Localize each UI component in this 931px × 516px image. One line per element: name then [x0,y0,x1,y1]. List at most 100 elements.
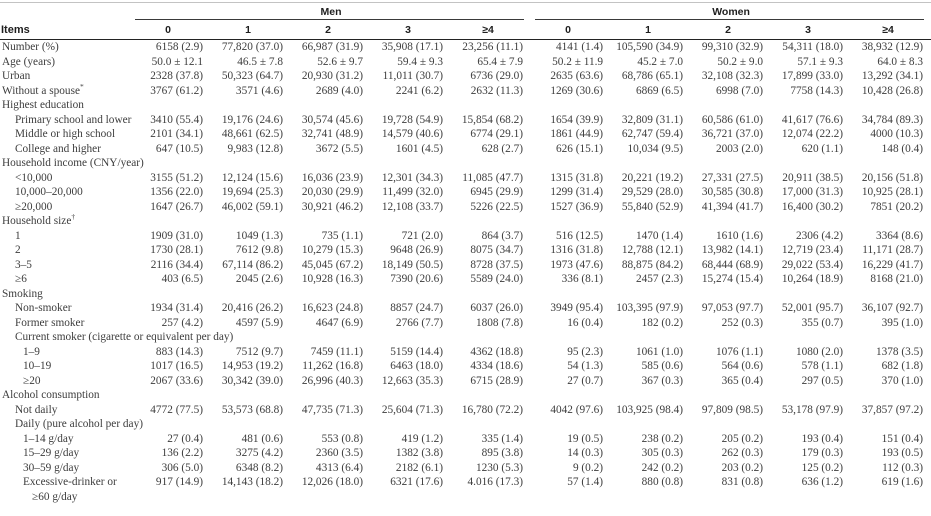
table-cell: 41,394 (41.7) [701,200,764,213]
row-label: Former smoker [15,316,85,329]
table-cell: 516 (12.5) [555,229,604,242]
table-cell: 1861 (44.9) [550,128,604,140]
table-row: Without a spouse* 3767 (61.2) 3571 (4.6) 26… [0,82,931,99]
table-cell: 50.2 ± 9.0 [717,55,764,68]
table-cell: 864 (3.7) [481,229,524,242]
table-cell: 68,444 (68.9) [701,258,764,271]
table-cell: 16,229 (41.7) [861,258,924,271]
table-cell: 1316 (31.8) [550,244,604,256]
group-header-row: Men Women [0,3,931,20]
table-cell: 481 (0.6) [241,432,283,445]
table-cell: 45,045 (67.2) [301,258,363,271]
table-cell: 12,124 (15.6) [221,171,283,184]
table-cell: 16 (0.4) [567,316,604,329]
table-cell: 647 (10.5) [155,142,203,155]
table-cell: 619 (1.6) [881,476,924,488]
column-header-men-0: 0 [131,20,211,40]
table-cell: 38,932 (12.9) [861,41,924,53]
table-cell: 12,663 (35.3) [381,374,443,387]
table-cell: 2306 (4.2) [795,229,844,242]
table-cell: 6037 (26.0) [470,302,524,314]
table-cell: 7612 (9.8) [235,244,283,256]
table-cell: 17,899 (33.0) [781,70,844,82]
table-cell: 6321 (17.6) [390,476,443,488]
table-cell: 59.4 ± 9.3 [397,55,443,68]
table-cell: 77,820 (37.0) [221,41,283,53]
table-cell: 20,930 (31.2) [301,70,363,82]
table-cell: 14 (0.3) [567,447,604,459]
table-cell: 1061 (1.0) [635,345,684,358]
table-cell: 15,274 (15.4) [701,273,764,285]
row-label: 1–9 [23,345,40,358]
row-label: 1–14 g/day [23,432,74,445]
table-cell: 1909 (31.0) [150,229,203,242]
table-cell: 895 (3.8) [481,447,524,459]
column-header-women-3: 3 [771,20,852,40]
row-label: Not daily [15,403,58,416]
table-cell: 57.1 ± 9.3 [797,55,844,68]
table-cell: 721 (2.0) [401,229,443,242]
table-cell: 29,022 (53.4) [781,258,844,271]
table-cell: 917 (14.9) [155,476,203,488]
table-cell: 47,735 (71.3) [301,403,363,416]
table-row: Middle or high school 2101 (34.1) 48,661 (… [0,127,931,142]
table-row: 1–9 883 (14.3) 7512 (9.7) 7459 (11.1) 5159 (… [0,345,931,360]
table-cell: 7390 (20.6) [390,273,443,285]
table-cell: 27,331 (27.5) [701,171,764,184]
table-cell: 36,107 (92.7) [861,302,924,314]
table-cell: 628 (2.7) [481,142,524,155]
table-cell: 355 (0.7) [801,316,844,329]
table-row: Number (%) 6158 (2.9) 77,820 (37.0) 66,987 … [0,40,931,55]
table-cell: 626 (15.1) [555,142,604,155]
table-cell: 3949 (95.4) [550,302,604,314]
table-cell: 2689 (4.0) [315,84,363,97]
table-cell: 55,840 (52.9) [621,200,684,213]
table-cell: 27 (0.7) [567,374,604,387]
table-cell: 1269 (30.6) [550,84,604,97]
table-row: Primary school and lower 3410 (55.4) 19,17… [0,113,931,128]
table-cell: 831 (0.8) [721,476,764,488]
table-cell: 3571 (4.6) [235,84,283,97]
table-cell: 8168 (21.0) [870,273,924,285]
row-label: Middle or high school [15,128,116,140]
table-cell: 16,623 (24.8) [301,302,363,314]
table-cell: 9,983 (12.8) [227,142,283,155]
table-cell: 12,719 (23.4) [781,244,844,256]
table-cell: 36,721 (37.0) [701,128,764,140]
row-label: ≥20,000 [15,200,53,213]
table-row: 10–19 1017 (16.5) 14,953 (19.2) 11,262 (16.… [0,359,931,374]
table-cell: 257 (4.2) [161,316,203,329]
table-cell: 45.2 ± 7.0 [637,55,684,68]
table-row: 10,000–20,000 1356 (22.0) 19,694 (25.3) 20,… [0,185,931,200]
table-cell: 578 (1.1) [801,360,844,372]
table-cell: 193 (0.4) [801,432,844,445]
table-cell: 3155 (51.2) [150,171,203,184]
table-cell: 48,661 (62.5) [221,128,283,140]
table-cell: 50.2 ± 11.9 [552,55,604,68]
table-cell: 112 (0.3) [882,461,924,474]
table-cell: 54,311 (18.0) [782,41,844,53]
table-cell: 12,108 (33.7) [381,200,443,213]
table-cell: 10,928 (16.3) [301,273,363,285]
table-cell: 20,416 (26.2) [221,302,283,314]
column-header-women-1: 1 [611,20,692,40]
table-cell: 151 (0.4) [881,432,924,445]
table-cell: 53,178 (97.9) [781,403,844,416]
row-label: 30–59 g/day [23,461,80,474]
table-cell: 95 (2.3) [567,345,604,358]
column-header-women-4: ≥4 [851,20,931,40]
table-row: 3–5 2116 (34.4) 67,114 (86.2) 45,045 (67.2)… [0,258,931,273]
table-cell: 6736 (29.0) [470,70,524,82]
table-cell: 29,529 (28.0) [621,186,684,198]
table-cell: 6715 (28.9) [470,374,524,387]
table-cell: 4334 (18.6) [470,360,524,372]
row-label: 1 [15,229,21,242]
table-cell: 52.6 ± 9.7 [317,55,363,68]
table-cell: 52,001 (95.7) [781,302,844,314]
table-cell: 6463 (18.0) [390,360,443,372]
table-cell: 11,011 (30.7) [382,70,443,82]
table-cell: 7512 (9.7) [235,345,283,358]
table-cell: 585 (0.6) [641,360,684,372]
table-cell: 41,617 (76.6) [781,113,844,126]
table-cell: 50,323 (64.7) [221,70,283,82]
